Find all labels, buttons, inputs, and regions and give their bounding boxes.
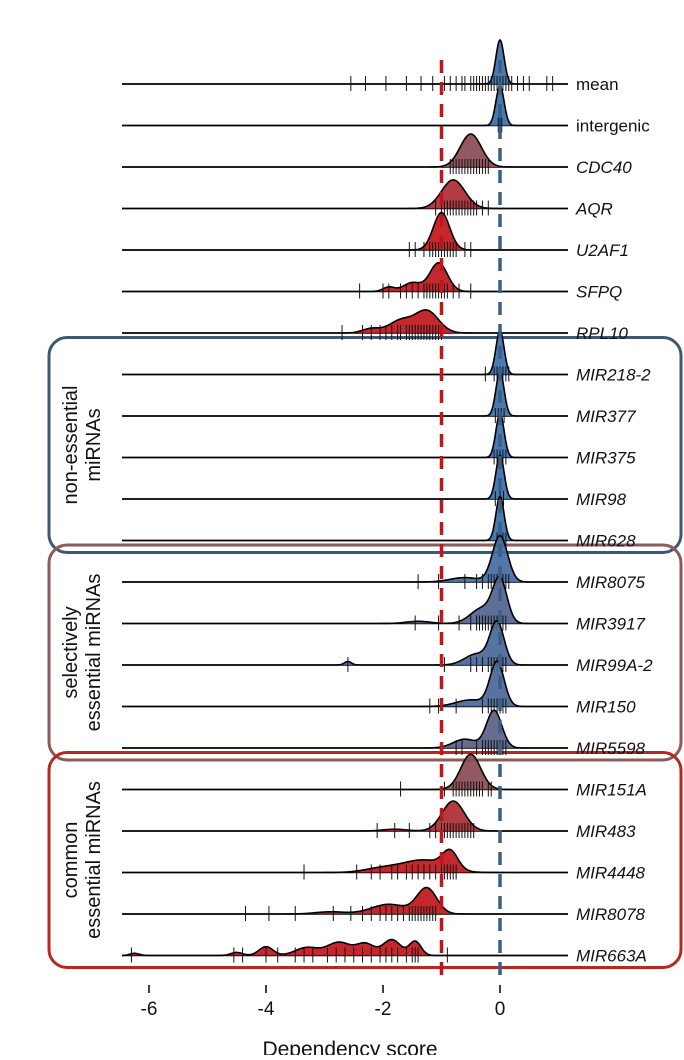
row-label-MIR150: MIR150 [576,698,636,717]
ridge-curve [122,848,568,874]
ridge-curve [122,262,568,293]
group-title-line: common [60,822,82,899]
x-axis: Dependency score -6 -4 -2 0 [141,985,506,1060]
row-label-MIR8078: MIR8078 [576,905,646,924]
row-label-MIR151A: MIR151A [576,781,647,800]
row-label-MIR663A: MIR663A [576,947,647,966]
ridge-fill [122,754,568,790]
group-box-2 [47,543,683,762]
ridge-curve [122,38,568,85]
group-title-2: selectivelyessential miRNAs [60,574,105,732]
row-label-CDC40: CDC40 [576,158,632,177]
group-box-3 [47,751,683,969]
ridge-AQR [122,179,568,216]
ridge-MIR98 [122,453,568,506]
ridge-MIR8078 [122,886,568,921]
row-label-RPL10: RPL10 [576,324,629,343]
row-label-MIR4448: MIR4448 [576,864,646,883]
ridge-curve [122,133,568,168]
row-label-U2AF1: U2AF1 [576,241,629,260]
group-boxes: non-essentialmiRNAsselectivelyessential … [47,336,683,969]
ridge-curve [122,412,568,459]
ridge-curve [122,179,568,210]
row-label-MIR483: MIR483 [576,822,636,841]
row-label-AQR: AQR [575,200,613,219]
group-title-line: non-essential [60,386,82,505]
x-tick-label: -4 [258,999,275,1020]
group-title-3: commonessential miRNAs [60,781,105,939]
group-title-line: essential miRNAs [83,574,105,732]
row-label-MIR3917: MIR3917 [576,615,646,634]
ridge-curve [122,886,568,915]
ridge-curve [122,660,568,708]
group-box-1 [47,336,683,554]
ridge-curve [122,453,568,500]
ridge-curve [122,753,568,791]
ridge-CDC40 [122,133,568,174]
ridge-curve [122,709,568,749]
ridge-curve [122,495,568,542]
row-label-MIR98: MIR98 [576,490,627,509]
row-label-mean: mean [576,75,619,94]
reference-lines [439,60,502,984]
ridge-curve [122,329,568,376]
row-label-MIR628: MIR628 [576,532,636,551]
group-title-line: miRNAs [83,408,105,481]
row-label-MIR5598: MIR5598 [576,739,646,758]
row-label-SFPQ: SFPQ [576,283,622,302]
group-title-line: selectively [60,606,82,698]
x-tick-label: -6 [141,999,158,1020]
ridge-curve [121,938,568,957]
ridge-RPL10 [122,309,568,340]
x-tick-label: -2 [375,999,392,1020]
ridge-intergenic [122,84,568,133]
x-tick-label: 0 [495,999,506,1020]
group-title-line: essential miRNAs [83,781,105,939]
ridge-curve [122,84,568,127]
row-label-MIR99A-2: MIR99A-2 [576,656,653,675]
row-label-MIR375: MIR375 [576,449,636,468]
ridge-curve [122,619,568,666]
ridge-curve [122,800,568,832]
ridge-MIR375 [122,412,568,465]
ridge-curve [122,211,568,251]
ridge-fill [122,134,568,167]
group-title-1: non-essentialmiRNAs [60,386,105,505]
ridge-curve [122,575,568,625]
ridge-MIR151A [122,753,568,797]
ridge-U2AF1 [122,211,568,257]
row-label-intergenic: intergenic [576,117,650,136]
row-labels: mean intergenic CDC40 AQR U2AF1 SFPQ RPL10 MIR2… [575,75,653,966]
x-axis-title: Dependency score [262,1038,437,1055]
row-label-MIR377: MIR377 [576,407,636,426]
ridge-MIR8075 [122,534,568,589]
ridge-curve [122,534,568,583]
ridge-MIR663A [121,938,568,963]
row-label-MIR218-2: MIR218-2 [576,366,651,385]
ridge-MIR4448 [122,848,568,880]
ridge-curve [122,370,568,417]
row-label-MIR8075: MIR8075 [576,573,646,592]
ridge-curve [122,309,568,334]
